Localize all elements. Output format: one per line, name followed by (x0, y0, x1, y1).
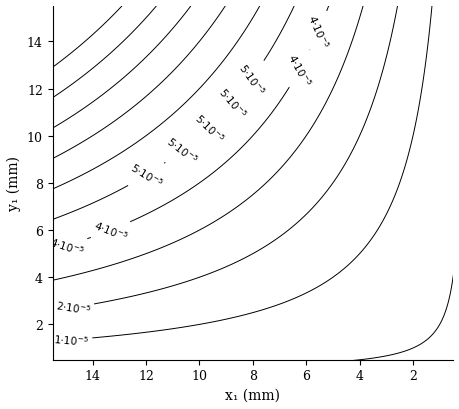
Text: $5{\cdot}10^{-5}$: $5{\cdot}10^{-5}$ (191, 110, 226, 145)
Text: $5{\cdot}10^{-5}$: $5{\cdot}10^{-5}$ (216, 85, 249, 120)
Y-axis label: y₁ (mm): y₁ (mm) (7, 156, 21, 211)
Text: $4{\cdot}10^{-5}$: $4{\cdot}10^{-5}$ (305, 13, 331, 50)
Text: $5{\cdot}10^{-5}$: $5{\cdot}10^{-5}$ (164, 134, 200, 167)
X-axis label: x₁ (mm): x₁ (mm) (225, 388, 280, 402)
Text: $2{\cdot}10^{-5}$: $2{\cdot}10^{-5}$ (55, 298, 91, 317)
Text: $4{\cdot}10^{-5}$: $4{\cdot}10^{-5}$ (48, 234, 86, 258)
Text: $5{\cdot}10^{-5}$: $5{\cdot}10^{-5}$ (235, 61, 267, 97)
Text: $1{\cdot}10^{-5}$: $1{\cdot}10^{-5}$ (53, 332, 89, 348)
Text: $4{\cdot}10^{-5}$: $4{\cdot}10^{-5}$ (285, 51, 314, 88)
Text: $4{\cdot}10^{-5}$: $4{\cdot}10^{-5}$ (91, 218, 129, 243)
Text: $5{\cdot}10^{-5}$: $5{\cdot}10^{-5}$ (128, 160, 165, 191)
